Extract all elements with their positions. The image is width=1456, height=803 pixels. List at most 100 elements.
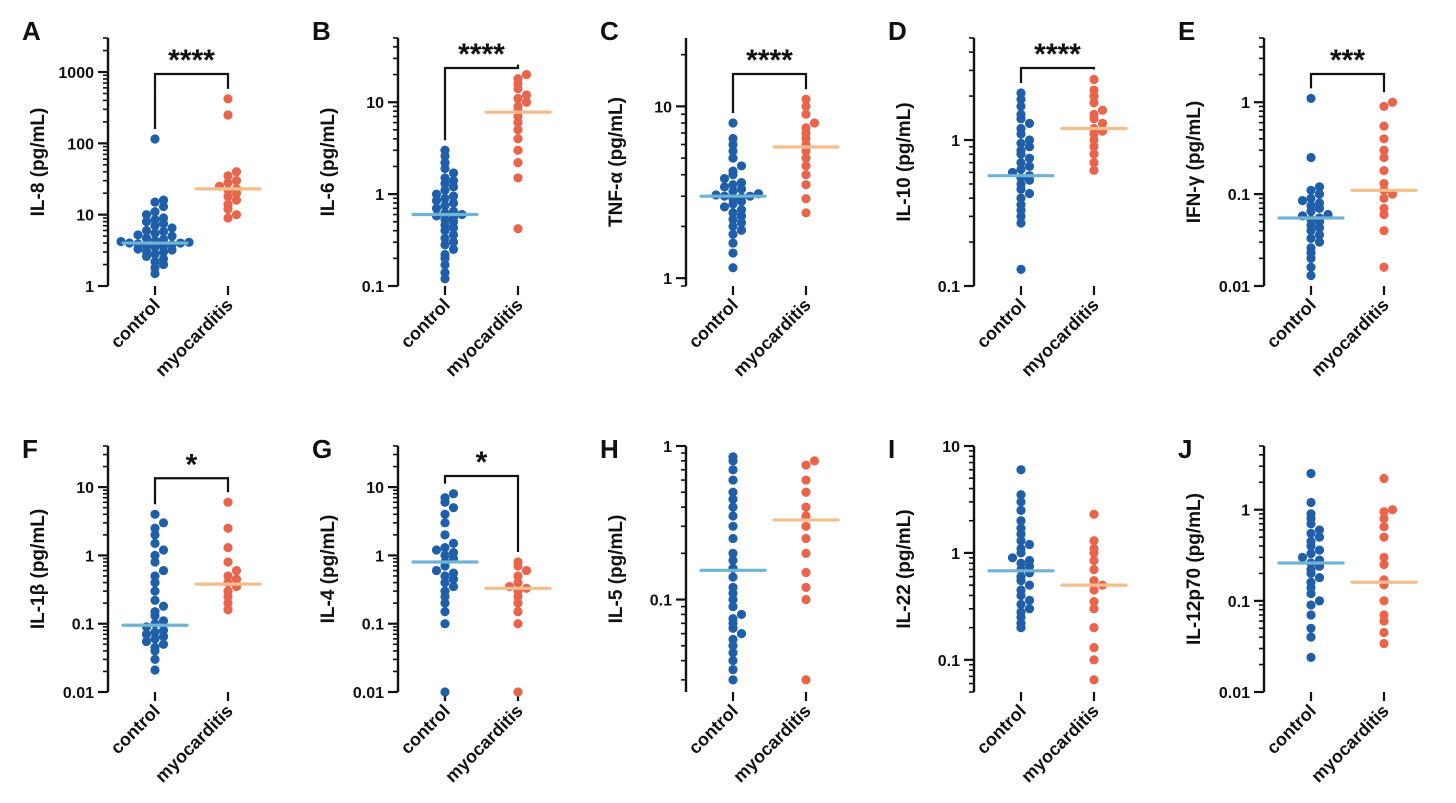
- data-point: [728, 511, 738, 521]
- data-point: [448, 168, 459, 178]
- data-point: [223, 110, 233, 120]
- data-point: [1306, 243, 1316, 253]
- data-point: [1016, 465, 1026, 475]
- data-point: [141, 233, 152, 243]
- data-point: [158, 518, 169, 528]
- y-tick-label: 10: [76, 480, 94, 497]
- data-point: [150, 642, 160, 652]
- data-point: [728, 221, 738, 232]
- series-myocarditis: [194, 94, 262, 223]
- category-label-control: control: [107, 295, 164, 352]
- data-point: [440, 267, 450, 278]
- data-point: [440, 509, 450, 519]
- category-label-control: control: [685, 295, 742, 352]
- data-point: [1089, 536, 1099, 546]
- significance-bracket: [731, 72, 808, 114]
- series-myocarditis: [772, 456, 840, 685]
- data-point: [1379, 610, 1389, 620]
- data-point: [801, 475, 811, 485]
- data-point: [223, 605, 233, 615]
- data-point: [513, 224, 523, 234]
- data-point: [801, 109, 811, 119]
- data-point: [448, 244, 459, 255]
- data-point: [1306, 536, 1316, 546]
- data-point: [1379, 262, 1389, 272]
- y-tick-label: 10: [366, 95, 384, 112]
- data-point: [440, 173, 450, 183]
- data-point: [801, 153, 811, 163]
- data-point: [223, 94, 233, 104]
- y-tick-label: 100: [67, 136, 94, 153]
- data-point: [448, 503, 459, 513]
- significance-bracket: [153, 477, 230, 505]
- data-point: [150, 607, 160, 617]
- y-axis-label: IL-12p70 (pg/mL): [1184, 493, 1205, 645]
- y-tick-label: 1: [1241, 95, 1250, 112]
- data-point: [1379, 596, 1389, 606]
- data-point: [448, 581, 459, 592]
- panel-f: F 0.01 0.1 1 10 IL-1β (pg/mL) controlmyocardit…: [22, 434, 262, 786]
- y-tick-label: 0.1: [1228, 594, 1250, 611]
- data-point: [158, 565, 169, 576]
- y-axis-label: TNF-α (pg/mL): [606, 97, 627, 227]
- data-point: [801, 675, 811, 685]
- data-point: [728, 494, 738, 504]
- series-control: [987, 88, 1055, 274]
- data-point: [141, 225, 152, 236]
- data-point: [448, 547, 459, 558]
- data-point: [1306, 468, 1316, 479]
- data-point: [158, 601, 169, 611]
- data-point: [231, 195, 242, 205]
- data-point: [150, 595, 160, 605]
- data-point: [1089, 585, 1099, 595]
- data-point: [513, 619, 523, 629]
- data-point: [1306, 632, 1316, 642]
- series-control: [411, 145, 479, 284]
- data-point: [141, 629, 152, 639]
- data-point: [223, 543, 233, 553]
- data-point: [736, 629, 747, 639]
- y-tick-label: 0.01: [1219, 279, 1250, 296]
- series-myocarditis: [1350, 97, 1418, 272]
- data-point: [150, 523, 160, 533]
- data-point: [1379, 226, 1389, 236]
- series-control: [1277, 468, 1345, 662]
- data-point: [1387, 97, 1398, 107]
- data-point: [801, 521, 811, 531]
- data-point: [1016, 505, 1026, 515]
- data-point: [1024, 153, 1035, 163]
- data-point: [801, 502, 811, 512]
- data-point: [223, 571, 233, 581]
- data-point: [801, 208, 811, 218]
- data-point: [440, 240, 450, 250]
- data-point: [223, 497, 233, 507]
- data-point: [1314, 532, 1325, 542]
- y-tick-label: 0.1: [362, 617, 384, 634]
- data-point: [728, 572, 738, 582]
- data-point: [1024, 539, 1035, 550]
- data-point: [1024, 161, 1035, 171]
- data-point: [513, 571, 523, 581]
- data-point: [150, 665, 160, 675]
- data-point: [1379, 473, 1389, 484]
- data-point: [1024, 555, 1035, 566]
- data-point: [1379, 152, 1389, 163]
- data-point: [1314, 182, 1325, 192]
- data-point: [1089, 597, 1099, 607]
- data-point: [223, 523, 233, 533]
- data-point: [1379, 145, 1389, 155]
- data-point: [801, 533, 811, 544]
- data-point: [150, 530, 160, 540]
- data-point: [728, 166, 738, 176]
- y-tick-label: 0.01: [353, 685, 384, 702]
- data-point: [1016, 264, 1026, 274]
- data-point: [1089, 564, 1099, 575]
- data-point: [158, 254, 169, 264]
- y-axis-label: IL-1β (pg/mL): [28, 509, 49, 629]
- data-point: [801, 170, 811, 180]
